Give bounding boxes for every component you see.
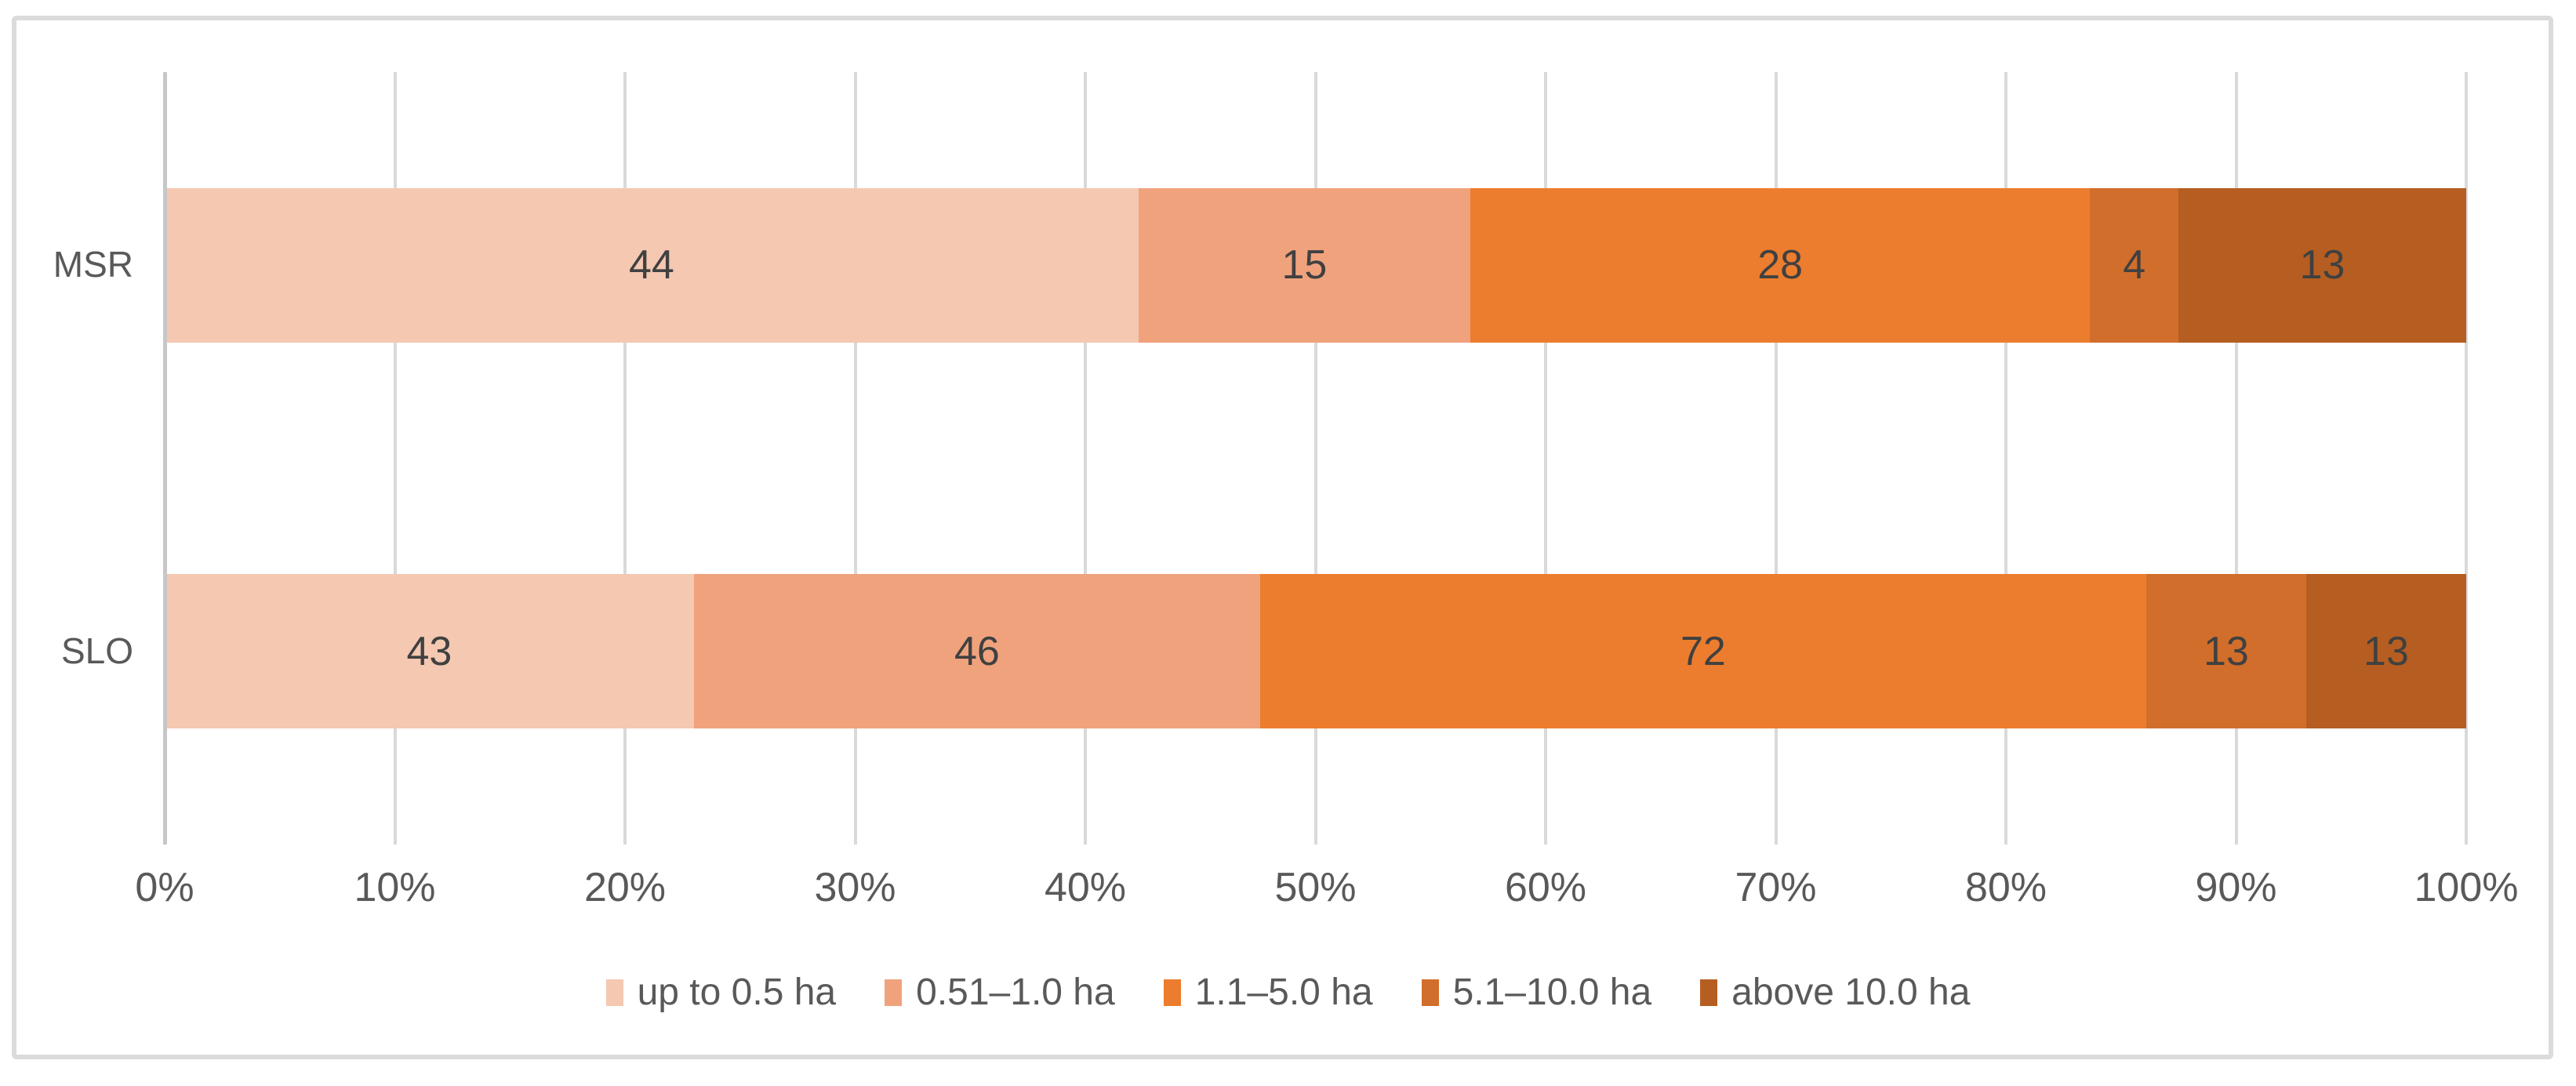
bar-segment: 72 (1259, 574, 2146, 729)
legend: up to 0.5 ha 0.51–1.0 ha 1.1–5.0 ha 5.1–10.… (0, 971, 2576, 1014)
legend-label: up to 0.5 ha (637, 972, 837, 1013)
gridline (2004, 72, 2007, 844)
bar-slo: 43 46 72 13 13 (165, 574, 2466, 729)
gridline (853, 72, 857, 844)
legend-label: 0.51–1.0 ha (916, 972, 1115, 1013)
bar-msr: 44 15 28 4 13 (165, 187, 2466, 343)
category-axis-line (163, 72, 167, 844)
x-tick-label: 20% (583, 865, 667, 910)
legend-label: 5.1–10.0 ha (1452, 972, 1652, 1013)
legend-item: up to 0.5 ha (605, 971, 837, 1014)
bar-segment: 28 (1470, 187, 2091, 343)
gridline (623, 72, 627, 844)
x-tick-label: 60% (1504, 865, 1587, 910)
legend-label: 1.1–5.0 ha (1194, 972, 1373, 1013)
bar-segment: 43 (165, 574, 694, 729)
y-category-label: SLO (60, 630, 133, 671)
bar-segment: 15 (1138, 187, 1471, 343)
x-tick-label: 70% (1735, 865, 1817, 910)
gridline (1774, 72, 1778, 844)
bar-segment: 46 (693, 574, 1260, 729)
gridline (1544, 72, 1547, 844)
data-label: 28 (1757, 242, 1804, 289)
x-tick-label: 10% (354, 865, 436, 910)
data-label: 15 (1281, 242, 1328, 289)
data-label: 46 (954, 628, 1000, 674)
legend-item: 5.1–10.0 ha (1421, 971, 1652, 1014)
x-tick-label: 0% (135, 865, 194, 910)
x-tick-label: 80% (1964, 865, 2047, 910)
legend-item: 1.1–5.0 ha (1163, 971, 1373, 1014)
x-tick-label: 100% (2414, 865, 2519, 910)
x-tick-label: 90% (2195, 865, 2277, 910)
bar-segment: 13 (2305, 574, 2466, 729)
bar-segment: 44 (165, 187, 1139, 343)
y-category-label: MSR (53, 244, 133, 285)
data-label: 72 (1680, 628, 1726, 674)
chart-border (12, 16, 2553, 1059)
x-tick-label: 30% (814, 865, 896, 910)
data-label: 43 (406, 628, 452, 674)
legend-swatch-icon (1163, 979, 1181, 1006)
data-label: 44 (628, 242, 674, 289)
legend-label: above 10.0 ha (1731, 972, 1971, 1013)
gridline (2465, 72, 2468, 844)
x-tick-label: 50% (1274, 865, 1357, 910)
data-label: 4 (2123, 242, 2146, 289)
legend-swatch-icon (605, 979, 623, 1006)
data-label: 13 (2299, 242, 2345, 289)
gridline (1313, 72, 1317, 844)
bar-segment: 4 (2090, 187, 2179, 343)
legend-swatch-icon (1421, 979, 1439, 1006)
legend-item: 0.51–1.0 ha (885, 971, 1115, 1014)
bar-segment: 13 (2178, 187, 2466, 343)
data-label: 13 (2363, 628, 2409, 674)
gridline (2234, 72, 2238, 844)
x-tick-label: 40% (1044, 865, 1127, 910)
legend-item: above 10.0 ha (1700, 971, 1970, 1014)
legend-swatch-icon (1700, 979, 1718, 1006)
gridline (1084, 72, 1087, 844)
gridline (393, 72, 397, 844)
data-label: 13 (2204, 628, 2249, 674)
legend-swatch-icon (885, 979, 903, 1006)
bar-segment: 13 (2145, 574, 2306, 729)
